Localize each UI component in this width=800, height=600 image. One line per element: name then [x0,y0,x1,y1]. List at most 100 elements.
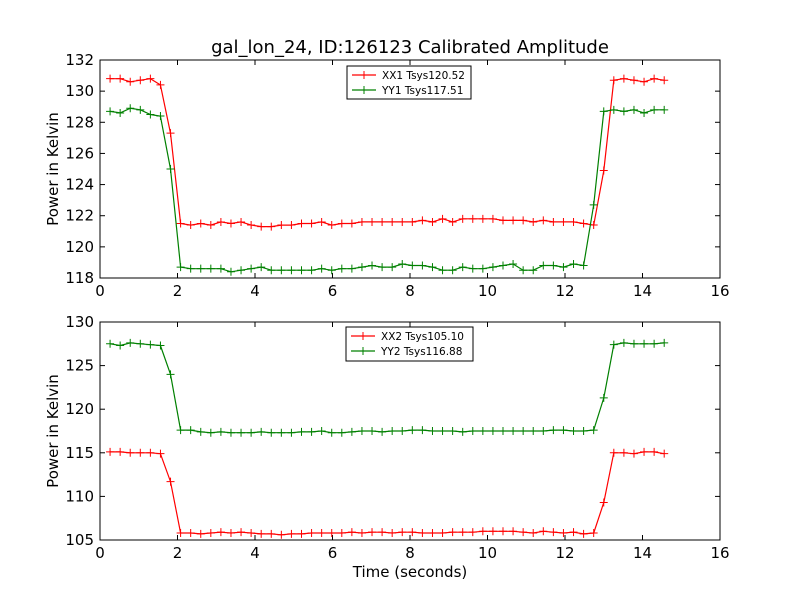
data-point-marker [609,105,618,114]
data-point-marker [378,217,387,226]
data-point-marker [629,449,638,458]
data-point-marker [206,529,215,538]
data-point-marker [237,217,246,226]
data-point-marker [640,77,649,86]
y-tick-label: 124 [65,176,94,194]
data-point-marker [549,217,558,226]
data-point-marker [529,217,538,226]
data-point-marker [116,108,125,117]
data-point-marker [257,529,266,538]
data-point-marker [619,338,628,347]
x-tick-label: 12 [555,282,574,300]
data-point-marker [388,217,397,226]
data-point-marker [257,427,266,436]
data-point-marker [468,214,477,223]
data-point-marker [478,527,487,536]
data-point-marker [408,426,417,435]
data-point-marker [378,427,387,436]
data-point-marker [277,530,286,539]
data-point-marker [589,529,598,538]
data-point-marker [539,261,548,270]
data-point-marker [448,427,457,435]
data-point-marker [569,528,578,537]
data-point-marker [247,428,256,437]
data-point-marker [277,221,286,230]
data-point-marker [478,214,487,223]
data-point-marker [347,427,356,436]
data-point-marker [458,528,467,537]
data-point-marker [247,221,256,230]
y-tick-label: 118 [65,269,94,287]
data-point-marker [448,217,457,226]
data-point-marker [388,427,397,435]
data-point-marker [609,448,618,457]
data-point-marker [186,529,195,538]
data-point-marker [287,266,296,275]
data-point-marker [499,261,507,270]
data-point-marker [206,221,215,230]
data-point-marker [539,216,548,225]
data-point-marker [317,217,326,226]
legend: XX1 Tsys120.52 YY1 Tsys117.51 [346,65,472,100]
data-point-marker [438,214,447,223]
data-point-marker [277,266,286,275]
data-point-marker [589,221,598,230]
data-point-marker [257,222,266,231]
data-point-marker [226,529,235,538]
data-point-marker [509,259,518,268]
data-point-marker [237,266,246,275]
data-point-marker [378,528,387,537]
data-point-marker [327,529,336,538]
data-point-marker [176,426,185,435]
data-point-marker [468,264,477,273]
y-tick-label: 130 [65,82,94,100]
data-point-marker [337,219,346,228]
data-point-marker [136,339,145,348]
data-point-marker [448,528,457,537]
y-tick-label: 122 [65,207,94,225]
x-tick-label: 14 [633,282,652,300]
data-point-marker [619,448,628,457]
data-point-marker [287,428,296,437]
legend-marker [359,332,367,340]
data-point-marker [368,427,377,435]
data-point-marker [640,108,649,117]
data-point-marker [136,76,145,85]
data-point-marker [226,219,235,228]
data-point-marker [519,427,528,435]
x-tick-label: 4 [250,544,260,562]
data-point-marker [267,266,276,275]
data-point-marker [519,266,528,275]
data-point-marker [478,264,487,273]
y-tick-label: 130 [65,313,94,331]
data-point-marker [619,74,628,83]
data-point-marker [418,529,427,538]
data-point-marker [408,261,417,270]
data-point-marker [629,105,638,114]
data-point-marker [176,529,185,538]
data-point-marker [116,74,125,83]
data-point-marker [488,427,497,435]
x-tick-label: 0 [95,544,105,562]
data-point-marker [488,263,497,272]
legend-marker [360,86,368,94]
data-point-marker [559,263,568,272]
data-point-marker [418,426,427,435]
data-point-marker [106,74,115,83]
x-tick-label: 6 [328,544,338,562]
y-tick-label: 126 [65,144,94,162]
data-point-marker [408,217,417,226]
data-point-marker [287,529,296,538]
data-point-marker [116,447,125,456]
data-point-marker [660,105,669,114]
data-point-marker [650,74,659,83]
data-point-marker [136,448,145,457]
data-point-marker [559,426,568,435]
y-tick-label: 115 [65,444,94,462]
data-point-marker [499,427,507,435]
x-tick-label: 0 [95,282,105,300]
data-point-marker [569,259,578,268]
data-point-marker [146,110,155,119]
data-point-marker [357,217,366,226]
data-point-marker [146,74,155,83]
